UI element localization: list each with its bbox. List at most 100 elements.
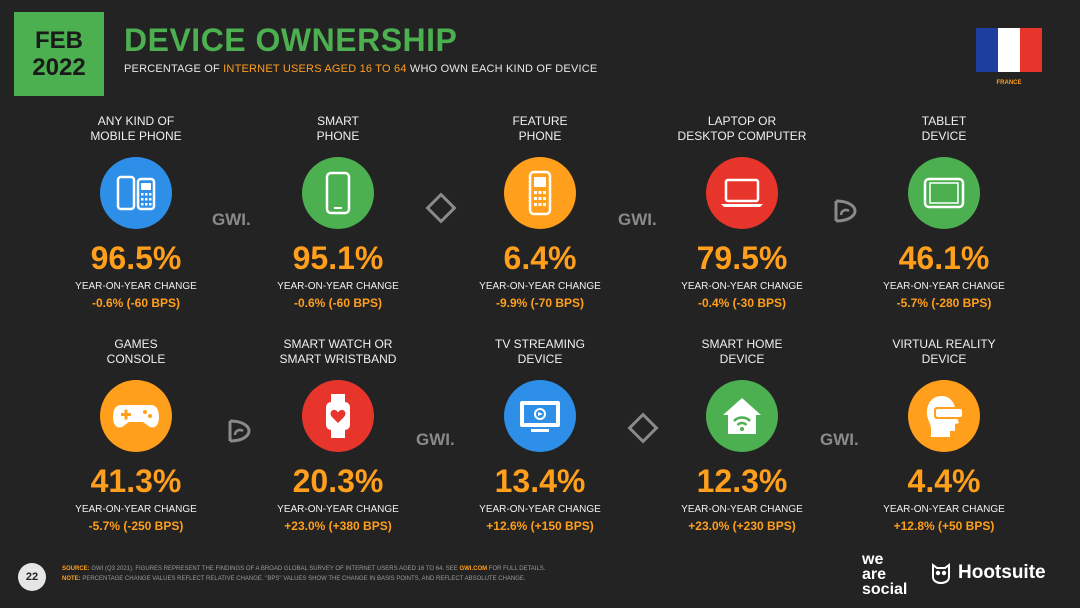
mobile-phones-icon [100, 157, 172, 229]
device-tile-mobile-phone: ANY KIND OF MOBILE PHONE 96.5% YEAR-ON-YE… [36, 112, 236, 310]
device-value: 4.4% [907, 463, 981, 499]
device-label-line2: DEVICE [921, 129, 967, 143]
device-tile-laptop: LAPTOP OR DESKTOP COMPUTER 79.5% YEAR-ON-… [642, 112, 842, 310]
note-text: PERCENTAGE CHANGE VALUES REFLECT RELATIV… [80, 576, 526, 582]
device-value: 96.5% [90, 240, 182, 276]
yoy-label: YEAR-ON-YEAR CHANGE [479, 281, 601, 292]
source-text: GWI (Q3 2021). FIGURES REPRESENT THE FIN… [89, 566, 460, 572]
tv-streaming-icon [504, 380, 576, 452]
smart-home-icon [706, 380, 778, 452]
device-label: GAMES CONSOLE [36, 335, 236, 367]
yoy-label: YEAR-ON-YEAR CHANGE [681, 281, 803, 292]
vr-headset-icon [908, 380, 980, 452]
yoy-change: +23.0% (+230 BPS) [688, 519, 796, 533]
page-title: DEVICE OWNERSHIP [124, 22, 458, 58]
device-label-line2: PHONE [518, 129, 562, 143]
page-subtitle: PERCENTAGE OF INTERNET USERS AGED 16 TO … [124, 63, 597, 75]
device-tile-feature-phone: FEATURE PHONE 6.4% YEAR-ON-YEAR CHANGE -9… [440, 112, 640, 310]
country-label: FRANCE [996, 80, 1022, 86]
device-tile-tablet: TABLET DEVICE 46.1% YEAR-ON-YEAR CHANGE -… [844, 112, 1044, 310]
feature-phone-icon [504, 157, 576, 229]
device-label-line1: SMART [317, 114, 359, 128]
datareportal-logo-icon [834, 199, 857, 223]
device-value: 12.3% [696, 463, 788, 499]
device-label: LAPTOP OR DESKTOP COMPUTER [642, 112, 842, 144]
date-month: FEB [35, 27, 83, 54]
yoy-change: +12.8% (+50 BPS) [893, 519, 995, 533]
device-label-line1: SMART WATCH OR [283, 337, 393, 351]
device-value: 95.1% [292, 240, 384, 276]
date-badge: FEB 2022 [14, 12, 104, 96]
subtitle-post: WHO OWN EACH KIND OF DEVICE [406, 63, 598, 75]
device-label-line1: TABLET [921, 114, 967, 128]
device-label-line1: LAPTOP OR [707, 114, 777, 128]
device-label: VIRTUAL REALITY DEVICE [844, 335, 1044, 367]
ws-line2: are [862, 566, 887, 583]
yoy-label: YEAR-ON-YEAR CHANGE [681, 504, 803, 515]
hootsuite-logo: Hootsuite [930, 562, 1046, 584]
device-label-line1: TV STREAMING [494, 337, 585, 351]
device-label-line1: ANY KIND OF [97, 114, 175, 128]
device-value: 46.1% [898, 240, 990, 276]
gwi-watermark: GWI. [416, 430, 455, 449]
device-label-line2: DESKTOP COMPUTER [677, 129, 807, 143]
device-label-line2: DEVICE [517, 352, 563, 366]
gwi-watermark: GWI. [820, 430, 859, 449]
gamepad-icon [100, 380, 172, 452]
device-label-line1: SMART HOME [701, 337, 783, 351]
yoy-label: YEAR-ON-YEAR CHANGE [883, 504, 1005, 515]
device-label-line2: SMART WRISTBAND [279, 352, 397, 366]
device-label: TABLET DEVICE [844, 112, 1044, 144]
gwi-watermark: GWI. [618, 210, 657, 229]
hootsuite-text: Hootsuite [958, 562, 1046, 583]
source-note: SOURCE: GWI (Q3 2021). FIGURES REPRESENT… [62, 566, 545, 572]
france-flag-icon [976, 28, 1042, 72]
subtitle-pre: PERCENTAGE OF [124, 63, 224, 75]
yoy-change: -0.6% (-60 BPS) [293, 296, 383, 310]
date-year: 2022 [32, 54, 86, 81]
note-label: NOTE: [62, 576, 81, 582]
source-end: FOR FULL DETAILS. [487, 566, 546, 572]
yoy-change: +23.0% (+380 BPS) [284, 519, 392, 533]
device-value: 20.3% [292, 463, 384, 499]
device-value: 13.4% [494, 463, 586, 499]
device-label-line2: MOBILE PHONE [90, 129, 182, 143]
tablet-icon [908, 157, 980, 229]
yoy-change: -9.9% (-70 BPS) [495, 296, 585, 310]
device-label-line2: PHONE [316, 129, 360, 143]
we-are-social-logo: we are social [862, 551, 907, 598]
device-label-line1: FEATURE [512, 114, 568, 128]
gwi-watermark: GWI. [212, 210, 251, 229]
page-number: 22 [18, 563, 46, 591]
source-link[interactable]: GWI.COM [459, 566, 488, 572]
ws-line1: we [862, 551, 884, 568]
device-value: 41.3% [90, 463, 182, 499]
yoy-label: YEAR-ON-YEAR CHANGE [883, 281, 1005, 292]
yoy-change: -5.7% (-250 BPS) [88, 519, 184, 533]
device-label-line2: DEVICE [719, 352, 765, 366]
device-label: TV STREAMING DEVICE [440, 335, 640, 367]
device-value: 79.5% [696, 240, 788, 276]
yoy-label: YEAR-ON-YEAR CHANGE [479, 504, 601, 515]
yoy-change: -0.6% (-60 BPS) [91, 296, 181, 310]
note: NOTE: PERCENTAGE CHANGE VALUES REFLECT R… [62, 576, 526, 582]
laptop-icon [706, 157, 778, 229]
device-tile-virtual-reality: VIRTUAL REALITY DEVICE 4.4% YEAR-ON-YEAR … [844, 335, 1044, 533]
smartwatch-icon [302, 380, 374, 452]
device-tile-games-console: GAMES CONSOLE 41.3% YEAR-ON-YEAR CHANGE -… [36, 335, 236, 533]
device-tile-smart-home: SMART HOME DEVICE 12.3% YEAR-ON-YEAR CHAN… [642, 335, 842, 533]
device-label: SMART PHONE [238, 112, 438, 144]
source-label: SOURCE: [62, 566, 90, 572]
yoy-label: YEAR-ON-YEAR CHANGE [75, 281, 197, 292]
device-label-line2: DEVICE [921, 352, 967, 366]
yoy-label: YEAR-ON-YEAR CHANGE [75, 504, 197, 515]
yoy-change: +12.6% (+150 BPS) [486, 519, 594, 533]
device-label: FEATURE PHONE [440, 112, 640, 144]
device-label: SMART HOME DEVICE [642, 335, 842, 367]
yoy-change: -0.4% (-30 BPS) [697, 296, 787, 310]
device-tile-smartphone: SMART PHONE 95.1% YEAR-ON-YEAR CHANGE -0.… [238, 112, 438, 310]
device-label: ANY KIND OF MOBILE PHONE [36, 112, 236, 144]
device-label-line1: GAMES [114, 337, 158, 351]
smartphone-icon [302, 157, 374, 229]
owl-icon [932, 563, 950, 584]
